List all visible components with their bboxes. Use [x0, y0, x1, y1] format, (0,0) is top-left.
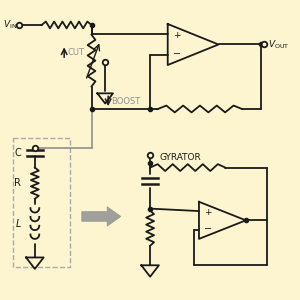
Polygon shape: [82, 207, 121, 226]
Text: −: −: [204, 224, 212, 234]
Text: CUT: CUT: [67, 48, 84, 57]
Text: $V_{\rm OUT}$: $V_{\rm OUT}$: [268, 38, 290, 51]
Text: C: C: [14, 148, 21, 158]
Text: L: L: [16, 219, 21, 229]
Text: BOOST: BOOST: [111, 97, 140, 106]
Text: GYRATOR: GYRATOR: [160, 153, 202, 162]
Text: +: +: [204, 208, 212, 217]
Text: $V_{\rm IN}$: $V_{\rm IN}$: [3, 19, 17, 31]
Bar: [14, 138, 70, 267]
Text: R: R: [14, 178, 21, 188]
Text: −: −: [172, 49, 181, 59]
Text: +: +: [172, 31, 180, 40]
